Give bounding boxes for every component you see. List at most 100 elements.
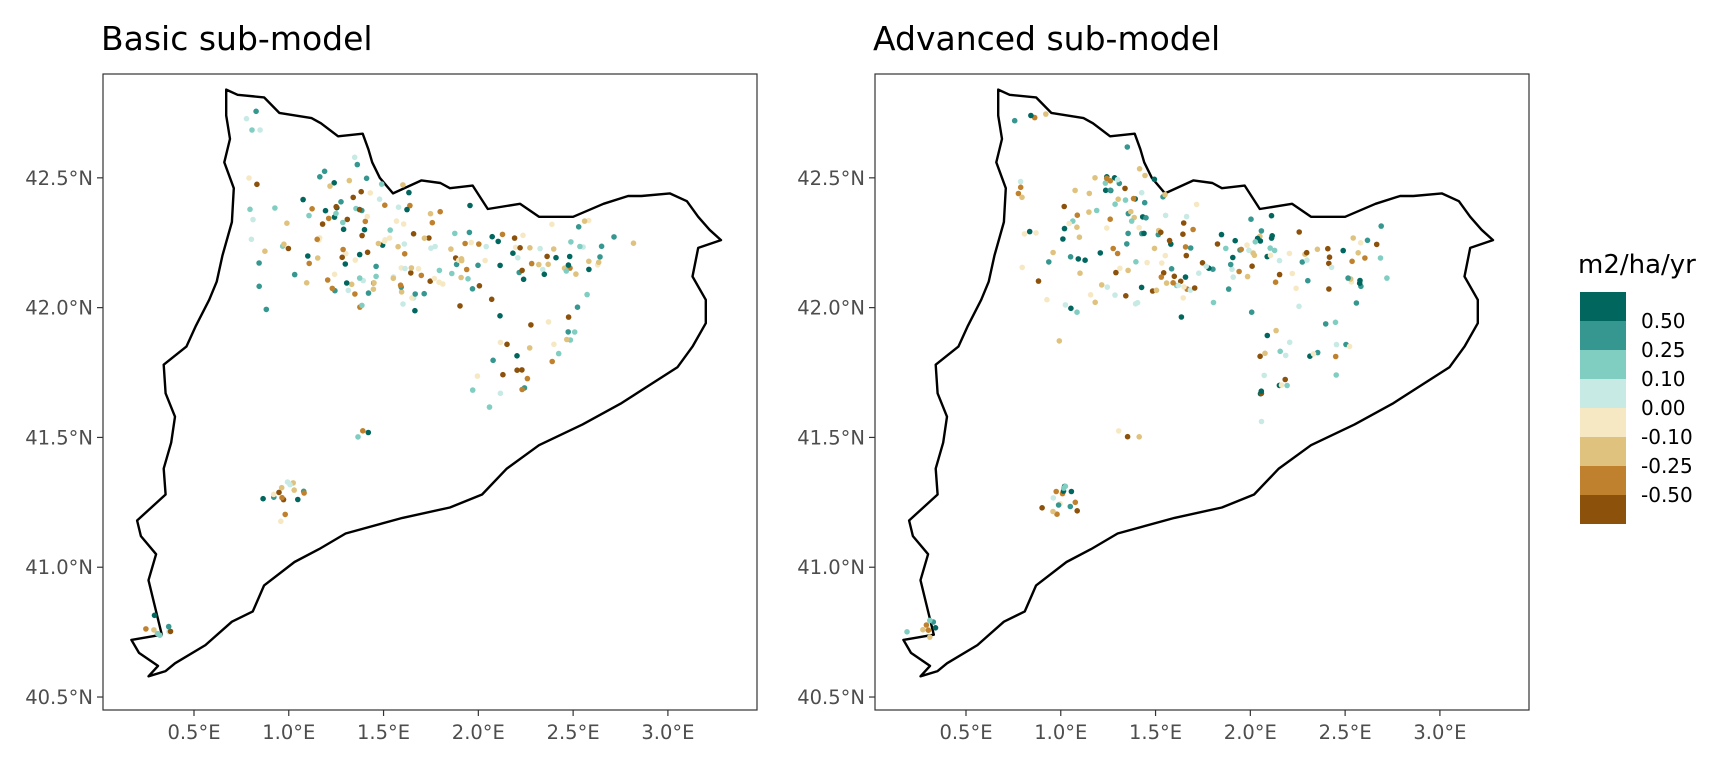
- site-point: [1068, 305, 1074, 312]
- site-point: [1357, 277, 1363, 284]
- site-point: [324, 277, 331, 283]
- site-point: [551, 341, 557, 348]
- site-point: [1142, 172, 1148, 179]
- site-point: [1136, 166, 1143, 172]
- site-point: [1273, 327, 1279, 334]
- site-point: [387, 227, 394, 233]
- site-point: [1141, 230, 1147, 237]
- site-point: [1251, 252, 1258, 259]
- site-point: [1136, 224, 1142, 231]
- panel-title-basic: Basic sub-model: [101, 19, 373, 58]
- site-point: [482, 257, 488, 264]
- site-point: [1276, 257, 1283, 264]
- site-point: [407, 202, 413, 209]
- site-point: [361, 226, 368, 233]
- site-point: [355, 434, 361, 440]
- site-point: [1092, 175, 1098, 181]
- site-point: [1159, 260, 1165, 266]
- site-point: [1043, 111, 1049, 117]
- site-point: [1026, 228, 1033, 235]
- site-point: [1122, 185, 1128, 192]
- site-point: [1277, 348, 1283, 355]
- site-point: [1349, 258, 1355, 265]
- site-point: [1128, 218, 1135, 224]
- site-point: [1076, 234, 1083, 240]
- site-point: [1196, 270, 1202, 277]
- site-point: [1015, 190, 1022, 197]
- site-point: [1021, 231, 1028, 237]
- lon-tick-label: 1.5°E: [1129, 721, 1182, 744]
- site-point: [1190, 226, 1196, 233]
- site-point: [363, 175, 370, 182]
- site-point: [1187, 287, 1194, 293]
- site-point: [486, 404, 493, 410]
- site-point: [1107, 187, 1114, 194]
- site-point: [495, 238, 502, 245]
- site-point: [514, 367, 520, 374]
- site-point: [356, 275, 363, 281]
- site-point: [1102, 180, 1109, 186]
- site-point: [343, 280, 350, 286]
- site-point: [397, 282, 404, 289]
- site-point: [457, 303, 463, 309]
- site-point: [333, 203, 340, 210]
- site-point: [1284, 382, 1290, 389]
- site-point: [401, 251, 408, 257]
- site-point: [282, 511, 289, 518]
- site-point: [1326, 254, 1333, 260]
- site-point: [1276, 271, 1283, 278]
- site-point: [281, 241, 287, 247]
- site-point: [1178, 314, 1185, 320]
- site-point: [354, 161, 361, 168]
- panel-basic: Basic sub-model 40.5°N 41.0°N 41.5°N 42.0°N…: [25, 19, 758, 744]
- site-point: [1271, 247, 1278, 254]
- site-point: [1332, 353, 1339, 360]
- site-point: [1124, 241, 1130, 247]
- site-point: [1086, 190, 1093, 197]
- legend-swatch: [1580, 408, 1626, 437]
- site-point: [1364, 237, 1371, 244]
- site-point: [284, 479, 291, 485]
- site-point: [1017, 184, 1024, 191]
- site-point: [331, 180, 338, 186]
- longitude-axis: 0.5°E 1.0°E 1.5°E 2.0°E 2.5°E 3.0°E: [939, 710, 1466, 744]
- site-point: [528, 260, 535, 267]
- site-point: [1177, 278, 1184, 285]
- site-point: [263, 306, 270, 313]
- site-point: [1267, 252, 1274, 259]
- legend-swatch: [1580, 321, 1626, 350]
- site-point: [1314, 349, 1321, 356]
- site-point: [466, 229, 473, 236]
- site-point: [303, 280, 310, 286]
- site-point: [243, 115, 250, 122]
- site-point: [256, 283, 263, 290]
- site-point: [1355, 250, 1361, 256]
- lon-tick-label: 0.5°E: [167, 721, 220, 744]
- site-point: [1160, 270, 1167, 276]
- site-point: [340, 246, 346, 253]
- site-point: [528, 322, 534, 328]
- site-point: [362, 218, 369, 225]
- legend-label: 0.50: [1641, 309, 1686, 333]
- site-point: [1227, 261, 1234, 268]
- site-point: [476, 241, 482, 247]
- site-point: [1183, 252, 1190, 259]
- site-point: [291, 271, 298, 278]
- site-point: [378, 181, 385, 187]
- site-point: [321, 168, 328, 175]
- site-point: [365, 429, 372, 436]
- site-point: [1304, 257, 1310, 263]
- site-point: [157, 632, 163, 638]
- site-point: [1068, 488, 1075, 495]
- site-point: [300, 196, 306, 203]
- site-point: [932, 625, 939, 631]
- site-point: [1229, 266, 1235, 273]
- site-point: [1218, 231, 1225, 238]
- site-point: [247, 206, 253, 213]
- lat-tick-label: 42.0°N: [25, 297, 93, 320]
- site-point: [586, 266, 592, 273]
- site-point: [510, 250, 516, 256]
- site-point: [1136, 434, 1142, 440]
- site-point: [519, 386, 525, 393]
